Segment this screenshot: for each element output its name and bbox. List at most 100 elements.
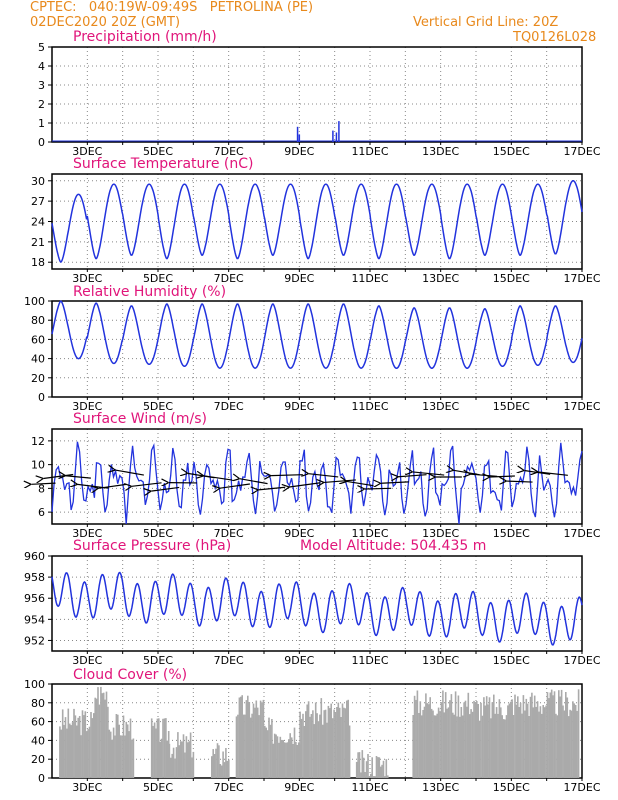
source-location-label: CPTEC: 040:19W-09:49S PETROLINA (PE): [30, 0, 314, 15]
cloud-bar: [559, 696, 561, 778]
cloud-bar: [80, 735, 82, 778]
cloud-bar: [226, 760, 229, 778]
cloud-bar: [377, 757, 379, 778]
cloud-bar: [485, 696, 488, 778]
cloud-bar: [504, 719, 506, 778]
cloud-bar: [60, 729, 63, 778]
cloud-bar: [181, 741, 183, 778]
cloud-bar: [457, 695, 460, 778]
cloud-bar: [105, 691, 108, 778]
cloud-bar: [387, 775, 389, 778]
x-tick-label: 13DEC: [422, 145, 459, 158]
panel-title: Surface Wind (m/s): [73, 411, 207, 427]
y-tick-label: 40: [31, 734, 45, 747]
y-tick-label: 3: [38, 79, 45, 92]
cloud-bar: [317, 721, 320, 778]
cloud-bar: [542, 705, 544, 778]
cloud-bar: [498, 699, 501, 778]
wind-arrow: [204, 476, 233, 481]
cloud-bar: [476, 701, 478, 778]
cloud-bar: [125, 721, 128, 778]
cloud-bar: [70, 725, 72, 778]
cloud-bar: [574, 705, 577, 778]
cloud-bar: [283, 742, 286, 778]
cloud-bar: [213, 754, 216, 778]
run-code-label: TQ0126L028: [513, 30, 597, 45]
y-tick-label: 10: [31, 459, 45, 472]
cloud-bar: [518, 707, 520, 778]
x-tick-label: 9DEC: [284, 781, 314, 794]
y-tick-label: 960: [24, 550, 45, 563]
x-tick-label: 11DEC: [351, 272, 388, 285]
cloud-bar: [488, 697, 491, 778]
cloud-bar: [251, 713, 253, 778]
cloud-bar: [97, 687, 99, 778]
cloud-bar: [188, 741, 190, 778]
cloud-bar: [178, 745, 181, 778]
panel-4: [48, 428, 583, 527]
x-tick-label: 15DEC: [493, 400, 530, 413]
x-tick-label: 13DEC: [422, 527, 459, 540]
cloud-bar: [500, 707, 502, 778]
y-tick-label: 6: [38, 506, 45, 519]
plot-frame: [51, 300, 583, 398]
cloud-bar: [560, 689, 563, 778]
cloud-bar: [324, 709, 327, 778]
wind-arrow: [98, 483, 127, 488]
panel-title: Precipitation (mm/h): [73, 29, 217, 45]
x-tick-label: 5DEC: [143, 145, 173, 158]
cloud-bar: [515, 704, 518, 778]
wind-arrow: [220, 483, 250, 488]
cloud-bar: [254, 707, 256, 778]
cloud-bar: [303, 726, 306, 778]
cloud-bar: [245, 700, 248, 778]
cloud-bar: [338, 707, 341, 778]
cloud-bar: [163, 718, 166, 778]
cloud-bar: [531, 692, 533, 778]
cloud-bar: [279, 736, 282, 778]
cloud-bar: [329, 708, 331, 778]
cloud-bar: [511, 699, 513, 778]
cloud-bar: [543, 707, 546, 778]
y-tick-label: 958: [24, 571, 45, 584]
cloud-bar: [102, 692, 105, 778]
cloud-bar: [502, 719, 505, 778]
cloud-bar: [474, 702, 477, 778]
plot-frame: [51, 428, 583, 525]
cloud-bar: [321, 724, 324, 778]
cloud-bar: [508, 703, 511, 778]
cloud-bar: [237, 714, 239, 778]
cloud-bar: [358, 752, 361, 778]
cloud-bar: [569, 709, 571, 778]
cloud-bar: [526, 703, 529, 778]
panel-2: [48, 173, 583, 272]
y-tick-label: 20: [31, 753, 45, 766]
cloud-bar: [66, 728, 68, 778]
cloud-bar: [247, 695, 249, 778]
x-tick-label: 15DEC: [493, 272, 530, 285]
cloud-bar: [91, 718, 94, 778]
cloud-bar: [115, 714, 118, 778]
cloud-bar: [419, 701, 422, 778]
cloud-bar: [310, 714, 313, 778]
y-tick-label: 8: [38, 482, 45, 495]
cloud-bar: [484, 705, 487, 778]
cloud-bar: [288, 739, 290, 778]
cloud-bar: [220, 765, 223, 778]
y-tick-label: 21: [31, 236, 45, 249]
cloud-bar: [300, 718, 303, 778]
x-tick-label: 17DEC: [563, 654, 600, 667]
cloud-bar: [119, 735, 122, 778]
cloud-bar: [235, 716, 238, 778]
cloud-bar: [160, 738, 163, 778]
x-tick-label: 13DEC: [422, 400, 459, 413]
cloud-bar: [262, 699, 265, 778]
cloud-bar: [109, 731, 112, 778]
cloud-bar: [525, 698, 528, 778]
y-tick-label: 956: [24, 592, 45, 605]
wind-arrow: [381, 482, 409, 483]
y-tick-label: 80: [31, 697, 45, 710]
cloud-bar: [532, 707, 535, 778]
x-tick-label: 9DEC: [284, 654, 314, 667]
cloud-bar: [162, 718, 164, 778]
